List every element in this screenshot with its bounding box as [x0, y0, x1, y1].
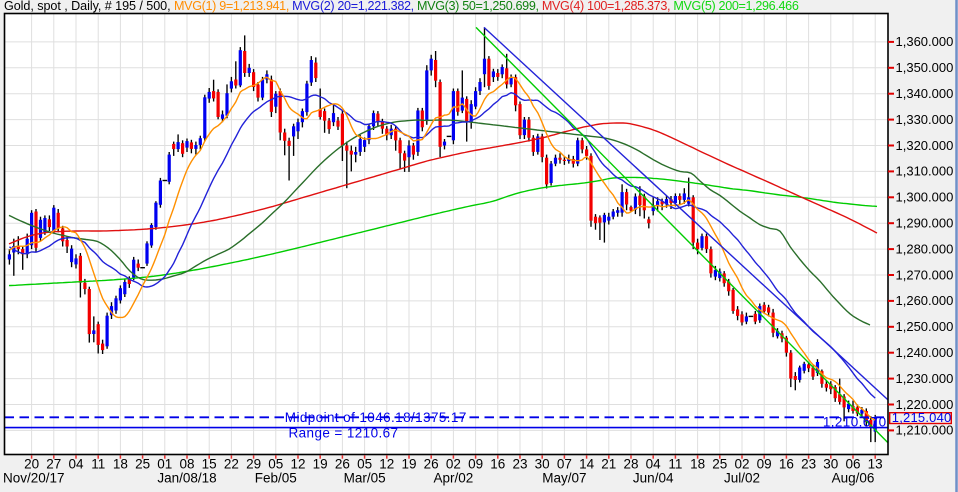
- svg-text:26: 26: [335, 456, 350, 471]
- svg-text:1,350.000: 1,350.000: [896, 60, 954, 75]
- svg-text:1,270.000: 1,270.000: [896, 267, 954, 282]
- svg-text:19: 19: [401, 456, 416, 471]
- svg-text:1,290.000: 1,290.000: [896, 216, 954, 231]
- svg-text:1,260.000: 1,260.000: [896, 293, 954, 308]
- svg-text:1,280.000: 1,280.000: [896, 241, 954, 256]
- svg-text:25: 25: [135, 456, 150, 471]
- svg-text:28: 28: [623, 456, 638, 471]
- svg-text:Aug/06: Aug/06: [832, 470, 875, 485]
- svg-text:Jun/04: Jun/04: [633, 470, 674, 485]
- svg-text:14: 14: [579, 456, 595, 471]
- svg-text:08: 08: [179, 456, 194, 471]
- svg-text:1,300.000: 1,300.000: [896, 190, 954, 205]
- svg-text:Jan/08/18: Jan/08/18: [157, 470, 216, 485]
- svg-text:12: 12: [290, 456, 305, 471]
- svg-text:11: 11: [668, 456, 682, 471]
- svg-text:02: 02: [734, 456, 749, 471]
- svg-text:12: 12: [379, 456, 394, 471]
- svg-text:11: 11: [91, 456, 105, 471]
- svg-text:23: 23: [512, 456, 527, 471]
- svg-text:1,320.000: 1,320.000: [896, 138, 954, 153]
- svg-text:04: 04: [68, 456, 84, 471]
- svg-text:04: 04: [646, 456, 662, 471]
- svg-text:05: 05: [357, 456, 372, 471]
- svg-text:13: 13: [868, 456, 883, 471]
- svg-text:19: 19: [313, 456, 328, 471]
- svg-text:01: 01: [157, 456, 172, 471]
- svg-text:30: 30: [823, 456, 838, 471]
- svg-text:07: 07: [557, 456, 572, 471]
- svg-text:23: 23: [801, 456, 816, 471]
- svg-text:16: 16: [779, 456, 794, 471]
- svg-text:1,360.000: 1,360.000: [896, 34, 954, 49]
- svg-text:May/07: May/07: [542, 470, 586, 485]
- svg-text:Jul/02: Jul/02: [724, 470, 760, 485]
- svg-text:Nov/20/17: Nov/20/17: [3, 470, 65, 485]
- svg-text:18: 18: [690, 456, 705, 471]
- svg-text:1,215.040: 1,215.040: [892, 410, 952, 425]
- svg-text:06: 06: [845, 456, 860, 471]
- svg-text:21: 21: [601, 456, 616, 471]
- svg-text:Mar/05: Mar/05: [344, 470, 386, 485]
- svg-text:Range = 1210.67: Range = 1210.67: [289, 426, 399, 441]
- svg-text:30: 30: [535, 456, 550, 471]
- svg-text:16: 16: [490, 456, 505, 471]
- svg-text:1,310.000: 1,310.000: [896, 164, 954, 179]
- svg-text:25: 25: [712, 456, 727, 471]
- svg-text:1,330.000: 1,330.000: [896, 112, 954, 127]
- svg-text:1,240.000: 1,240.000: [896, 345, 954, 360]
- svg-text:26: 26: [424, 456, 439, 471]
- svg-text:22: 22: [224, 456, 239, 471]
- svg-text:1,340.000: 1,340.000: [896, 86, 954, 101]
- svg-text:20: 20: [24, 456, 39, 471]
- svg-text:1,210.670: 1,210.670: [823, 415, 887, 430]
- svg-text:Apr/02: Apr/02: [434, 470, 474, 485]
- svg-text:09: 09: [468, 456, 483, 471]
- svg-text:Midpoint of 1046.18/1375.17: Midpoint of 1046.18/1375.17: [285, 410, 467, 425]
- svg-text:29: 29: [246, 456, 261, 471]
- svg-text:1,230.000: 1,230.000: [896, 371, 954, 386]
- svg-text:18: 18: [113, 456, 128, 471]
- svg-text:15: 15: [202, 456, 217, 471]
- svg-text:27: 27: [46, 456, 61, 471]
- svg-text:05: 05: [268, 456, 283, 471]
- svg-text:09: 09: [757, 456, 772, 471]
- svg-text:1,220.000: 1,220.000: [896, 397, 954, 412]
- svg-text:1,250.000: 1,250.000: [896, 319, 954, 334]
- svg-text:Feb/05: Feb/05: [255, 470, 297, 485]
- svg-text:02: 02: [446, 456, 461, 471]
- svg-text:1,210.000: 1,210.000: [896, 423, 954, 438]
